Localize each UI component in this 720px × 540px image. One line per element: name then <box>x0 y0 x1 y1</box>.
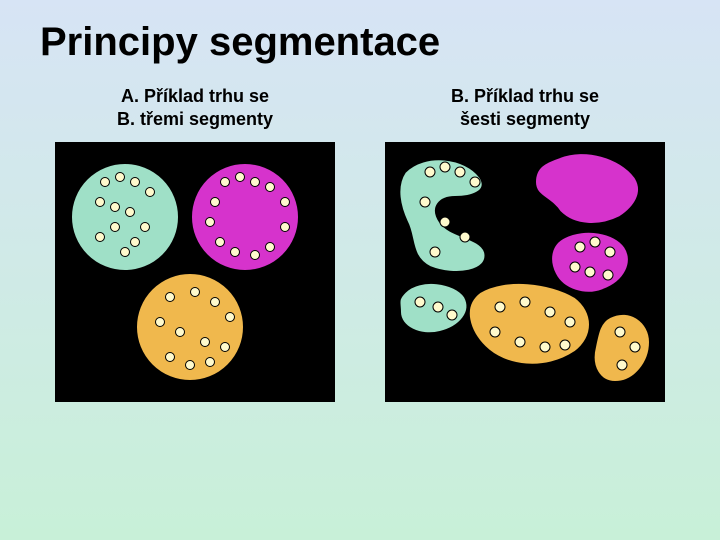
data-point <box>185 360 195 370</box>
left-caption-line2: B. třemi segmenty <box>117 108 273 131</box>
data-point <box>115 172 125 182</box>
data-point <box>220 177 230 187</box>
data-point <box>165 292 175 302</box>
data-point <box>120 247 130 257</box>
data-point <box>130 237 140 247</box>
data-point <box>215 237 225 247</box>
data-point <box>250 177 260 187</box>
data-point <box>585 267 595 277</box>
data-point <box>575 242 585 252</box>
data-point <box>265 182 275 192</box>
data-point <box>235 172 245 182</box>
segment-blob <box>535 153 639 224</box>
data-point <box>100 177 110 187</box>
data-point <box>250 250 260 260</box>
data-point <box>420 197 430 207</box>
slide: Principy segmentace A. Příklad trhu se B… <box>0 0 720 540</box>
data-point <box>225 312 235 322</box>
data-point <box>440 162 450 172</box>
data-point <box>460 232 470 242</box>
data-point <box>130 177 140 187</box>
data-point <box>425 167 435 177</box>
data-point <box>280 197 290 207</box>
data-point <box>210 197 220 207</box>
data-point <box>545 307 555 317</box>
data-point <box>630 342 640 352</box>
data-point <box>125 207 135 217</box>
data-point <box>175 327 185 337</box>
right-caption-line1: B. Příklad trhu se <box>451 85 599 108</box>
data-point <box>220 342 230 352</box>
data-point <box>230 247 240 257</box>
data-point <box>490 327 500 337</box>
data-point <box>190 287 200 297</box>
left-caption-line1: A. Příklad trhu se <box>117 85 273 108</box>
left-column: A. Příklad trhu se B. třemi segmenty <box>50 85 340 402</box>
data-point <box>430 247 440 257</box>
data-point <box>95 197 105 207</box>
segment-blob <box>399 159 485 272</box>
data-point <box>145 187 155 197</box>
data-point <box>570 262 580 272</box>
columns: A. Příklad trhu se B. třemi segmenty B. … <box>30 85 690 402</box>
data-point <box>617 360 627 370</box>
right-column: B. Příklad trhu se šesti segmenty <box>380 85 670 402</box>
data-point <box>540 342 550 352</box>
segment-blob <box>594 314 650 382</box>
data-point <box>440 217 450 227</box>
right-caption: B. Příklad trhu se šesti segmenty <box>451 85 599 132</box>
data-point <box>520 297 530 307</box>
left-panel <box>55 142 335 402</box>
data-point <box>165 352 175 362</box>
data-point <box>155 317 165 327</box>
data-point <box>205 357 215 367</box>
data-point <box>210 297 220 307</box>
data-point <box>140 222 150 232</box>
data-point <box>95 232 105 242</box>
data-point <box>560 340 570 350</box>
data-point <box>455 167 465 177</box>
data-point <box>110 202 120 212</box>
slide-title: Principy segmentace <box>40 20 690 65</box>
data-point <box>265 242 275 252</box>
right-svg <box>385 142 665 402</box>
data-point <box>515 337 525 347</box>
data-point <box>605 247 615 257</box>
data-point <box>433 302 443 312</box>
data-point <box>205 217 215 227</box>
left-caption: A. Příklad trhu se B. třemi segmenty <box>117 85 273 132</box>
data-point <box>495 302 505 312</box>
data-point <box>447 310 457 320</box>
data-point <box>615 327 625 337</box>
data-point <box>590 237 600 247</box>
data-point <box>603 270 613 280</box>
data-point <box>280 222 290 232</box>
data-point <box>200 337 210 347</box>
data-point <box>470 177 480 187</box>
data-point <box>415 297 425 307</box>
data-point <box>565 317 575 327</box>
right-panel <box>385 142 665 402</box>
right-caption-line2: šesti segmenty <box>451 108 599 131</box>
data-point <box>110 222 120 232</box>
